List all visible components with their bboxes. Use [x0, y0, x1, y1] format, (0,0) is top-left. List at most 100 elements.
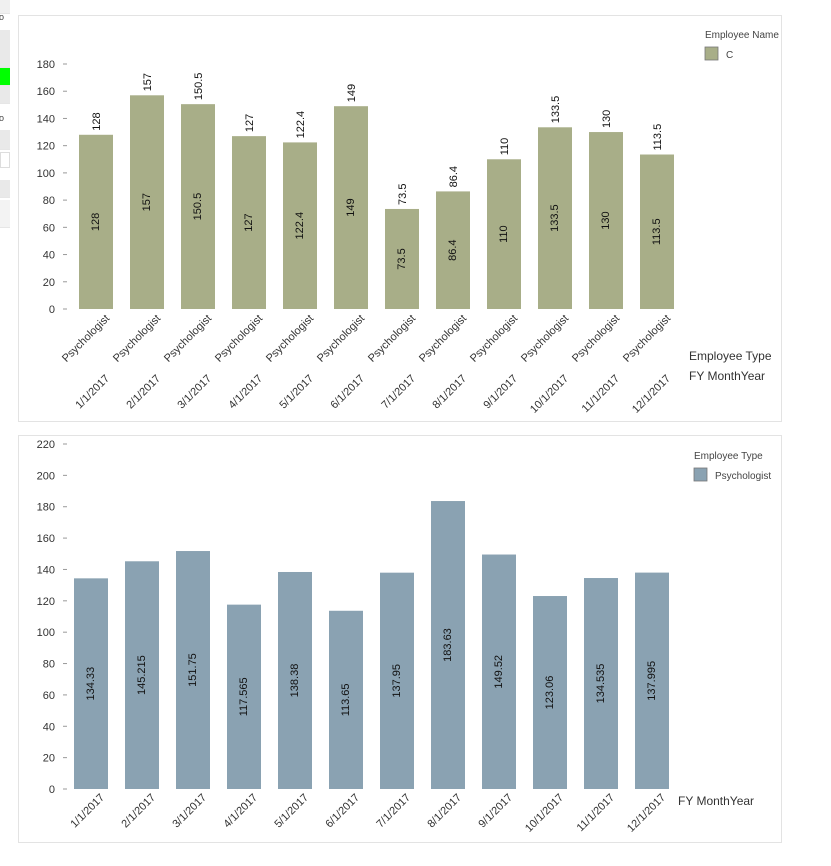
strip-cell [0, 130, 10, 150]
y-tick-label: 180 [37, 59, 55, 71]
x-category-label: 11/1/2017 [575, 792, 618, 835]
x-subcategory-label: Psychologist [417, 313, 469, 365]
legend-title: Employee Type [694, 451, 763, 462]
bar-value-label: 145.215 [136, 655, 148, 695]
bar-top-label: 128 [91, 112, 103, 130]
bar [487, 159, 521, 309]
y-tick-label: 160 [37, 533, 55, 545]
bar-top-label: 73.5 [397, 184, 409, 205]
bar-value-label: 73.5 [396, 248, 408, 269]
x-category-label: 5/1/2017 [277, 373, 316, 412]
bar-value-label: 149 [345, 198, 357, 216]
strip-cell [0, 180, 10, 198]
x-subcategory-label: Psychologist [162, 313, 214, 365]
y-tick-label: 20 [43, 277, 55, 289]
bar-value-label: 157 [141, 193, 153, 211]
bar-value-label: 113.5 [651, 218, 663, 245]
x-category-label: 9/1/2017 [476, 792, 515, 831]
strip-glyph-top: o [0, 12, 5, 22]
bar [227, 604, 261, 789]
left-panel-strip: o o [0, 0, 10, 240]
y-tick-label: 200 [37, 470, 55, 482]
bar [74, 578, 108, 789]
employee-type-bar-chart: 0 20 40 60 80 100 120 140 160 180 200 220 134.33 1/1/… [37, 439, 772, 835]
y-tick-label: 220 [37, 439, 55, 451]
bar [385, 208, 419, 309]
bar-value-label: 137.95 [391, 664, 403, 698]
x-subcategory-label: Psychologist [519, 313, 571, 365]
x-subcategory-label: Psychologist [468, 313, 520, 365]
bar [176, 551, 210, 789]
x-category-label: 2/1/2017 [119, 792, 158, 831]
bar-value-label: 127 [243, 213, 255, 231]
bar-top-label: 122.4 [295, 111, 307, 139]
y-tick-label: 40 [43, 721, 55, 733]
bar [232, 136, 266, 309]
y-tick-label: 80 [43, 659, 55, 671]
y-tick-label: 120 [37, 596, 55, 608]
bar [482, 554, 516, 789]
x-category-label: 12/1/2017 [625, 792, 668, 835]
y-tick-label: 40 [43, 250, 55, 262]
x-category-label: 3/1/2017 [170, 792, 209, 831]
bar-value-label: 183.63 [442, 628, 454, 662]
employee-name-chart-panel[interactable]: 0 20 40 60 80 100 120 140 160 180 128 128 Psychologi… [18, 15, 782, 422]
y-tick-label: 0 [49, 304, 55, 316]
bar [181, 104, 215, 310]
x-category-label: 1/1/2017 [73, 373, 112, 412]
axis-title: Employee Type [689, 349, 772, 363]
bar-value-label: 128 [90, 213, 102, 231]
bar-value-label: 130 [600, 211, 612, 229]
bar-value-label: 86.4 [447, 239, 459, 260]
strip-cell [0, 86, 10, 104]
bar [79, 134, 113, 309]
y-tick-label: 180 [37, 502, 55, 514]
bar [125, 561, 159, 789]
bar [329, 610, 363, 789]
bar [635, 572, 669, 789]
bar-top-label: 150.5 [193, 73, 205, 101]
bar [431, 501, 465, 789]
legend-title: Employee Name [705, 30, 779, 41]
x-category-label: 10/1/2017 [523, 792, 566, 835]
bar-top-label: 86.4 [448, 166, 460, 187]
bar-value-label: 123.06 [544, 676, 556, 710]
strip-accent-cell[interactable] [0, 68, 10, 86]
x-subcategory-label: Psychologist [111, 313, 163, 365]
legend-swatch [704, 46, 719, 61]
x-category-label: 6/1/2017 [323, 792, 362, 831]
employee-type-chart-panel[interactable]: 0 20 40 60 80 100 120 140 160 180 200 220 134.33 1/1/… [18, 435, 782, 843]
x-subcategory-label: Psychologist [264, 313, 316, 365]
bar [283, 142, 317, 309]
x-subcategory-label: Psychologist [213, 313, 265, 365]
axis-title: FY MonthYear [678, 794, 754, 808]
bar-value-label: 138.38 [289, 664, 301, 698]
bar [584, 578, 618, 789]
y-tick-label: 140 [37, 564, 55, 576]
y-tick-label: 20 [43, 753, 55, 765]
bar [538, 127, 572, 310]
bar-value-label: 134.33 [85, 667, 97, 701]
y-tick-label: 140 [37, 113, 55, 125]
bar-value-label: 110 [498, 225, 510, 243]
y-tick-label: 100 [37, 168, 55, 180]
x-category-label: 3/1/2017 [175, 373, 214, 412]
x-category-label: 4/1/2017 [221, 792, 260, 831]
bar-value-label: 137.995 [646, 661, 658, 701]
x-subcategory-label: Psychologist [570, 313, 622, 365]
bar-top-label: 127 [244, 114, 256, 132]
bar-top-label: 113.5 [652, 124, 664, 151]
x-category-label: 12/1/2017 [630, 373, 673, 416]
bar [640, 154, 674, 309]
x-category-label: 2/1/2017 [124, 373, 163, 412]
strip-input-cell[interactable] [0, 152, 10, 168]
bar-top-label: 130 [601, 110, 613, 128]
y-tick-label: 120 [37, 141, 55, 153]
bar-value-label: 149.52 [493, 655, 505, 689]
axis-title: FY MonthYear [689, 369, 765, 383]
x-category-label: 10/1/2017 [528, 373, 571, 416]
bar [436, 191, 470, 309]
x-category-label: 8/1/2017 [425, 792, 464, 831]
legend-entry: Psychologist [715, 471, 771, 482]
bar-value-label: 122.4 [294, 212, 306, 240]
